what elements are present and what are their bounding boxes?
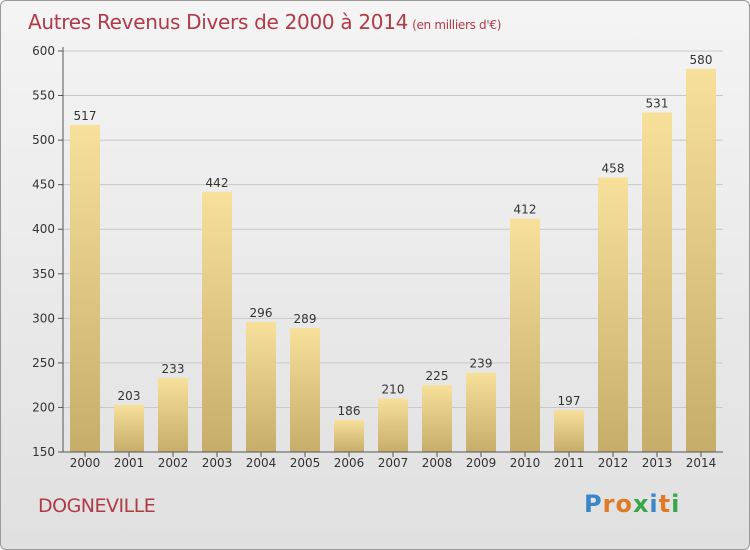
x-tick-label: 2011 (554, 456, 585, 470)
bar-value-label: 239 (470, 357, 493, 371)
bar-2001 (114, 404, 144, 452)
x-axis-ticks: 2000 2001 2002 2003 2004 2005 2006 2007 2008 2009… (70, 452, 717, 470)
x-tick-label: 2008 (422, 456, 453, 470)
y-tick-label: 300 (32, 311, 55, 325)
bar-value-label: 203 (118, 389, 141, 403)
bar-2007 (378, 398, 408, 452)
chart-title: Autres Revenus Divers de 2000 à 2014 (en … (28, 10, 501, 34)
y-tick-label: 350 (32, 267, 55, 281)
bar-2002 (158, 378, 188, 452)
x-tick-label: 2000 (70, 456, 101, 470)
logo-letter: r (602, 490, 616, 518)
x-tick-label: 2010 (510, 456, 541, 470)
y-tick-label: 500 (32, 133, 55, 147)
y-tick-label: 150 (32, 445, 55, 459)
bar-value-label: 531 (646, 96, 669, 110)
y-tick-label: 400 (32, 222, 55, 236)
bar-value-label: 412 (514, 203, 537, 217)
y-tick-label: 600 (32, 44, 55, 58)
x-tick-label: 2002 (158, 456, 189, 470)
bar-2010 (510, 218, 540, 452)
logo-letter: i (671, 490, 681, 518)
bar-2000 (70, 124, 100, 452)
x-tick-label: 2003 (202, 456, 233, 470)
x-tick-label: 2004 (246, 456, 277, 470)
y-tick-label: 450 (32, 178, 55, 192)
x-tick-label: 2007 (378, 456, 409, 470)
commune-name: DOGNEVILLE (38, 495, 156, 517)
x-tick-label: 2005 (290, 456, 321, 470)
x-tick-label: 2001 (114, 456, 145, 470)
y-tick-label: 200 (32, 400, 55, 414)
bar-2004 (246, 321, 276, 452)
bar-value-label: 580 (690, 53, 713, 67)
bar-value-label: 289 (294, 312, 317, 326)
y-tick-label: 550 (32, 89, 55, 103)
bar-value-label: 458 (602, 162, 625, 176)
logo-letter: x (632, 490, 650, 518)
bar-2014 (686, 68, 716, 453)
bar-value-label: 225 (426, 369, 449, 383)
bar-2005 (290, 328, 320, 452)
bar-2003 (202, 191, 232, 452)
bar-2012 (598, 177, 628, 452)
bar-value-label: 442 (206, 176, 229, 190)
x-tick-label: 2012 (598, 456, 629, 470)
bars: 517 203 233 442 296 289 186 210 225 239 412 197 458 5… (70, 53, 716, 453)
x-tick-label: 2006 (334, 456, 365, 470)
x-tick-label: 2009 (466, 456, 497, 470)
bar-value-label: 296 (250, 306, 273, 320)
chart-title-text: Autres Revenus Divers de 2000 à 2014 (28, 10, 409, 34)
bar-2011 (554, 410, 584, 452)
logo-letter: i (649, 490, 659, 518)
logo-letter: o (615, 490, 633, 518)
logo-letter: P (584, 490, 603, 518)
bar-value-label: 233 (162, 362, 185, 376)
bar-value-label: 186 (338, 404, 361, 418)
bar-2006 (334, 419, 364, 452)
proxiti-logo: Proxiti (584, 490, 680, 518)
bar-value-label: 517 (74, 109, 97, 123)
y-tick-label: 250 (32, 356, 55, 370)
bar-value-label: 210 (382, 383, 405, 397)
chart-subtitle: (en milliers d'€) (412, 18, 502, 32)
x-tick-label: 2014 (686, 456, 717, 470)
bar-2013 (642, 112, 672, 452)
bar-value-label: 197 (558, 394, 581, 408)
x-tick-label: 2013 (642, 456, 673, 470)
logo-letter: t (658, 490, 672, 518)
bar-2009 (466, 372, 496, 452)
y-axis-ticks: 150 200 250 300 350 400 450 500 550 600 (32, 44, 63, 459)
bar-2008 (422, 385, 452, 452)
